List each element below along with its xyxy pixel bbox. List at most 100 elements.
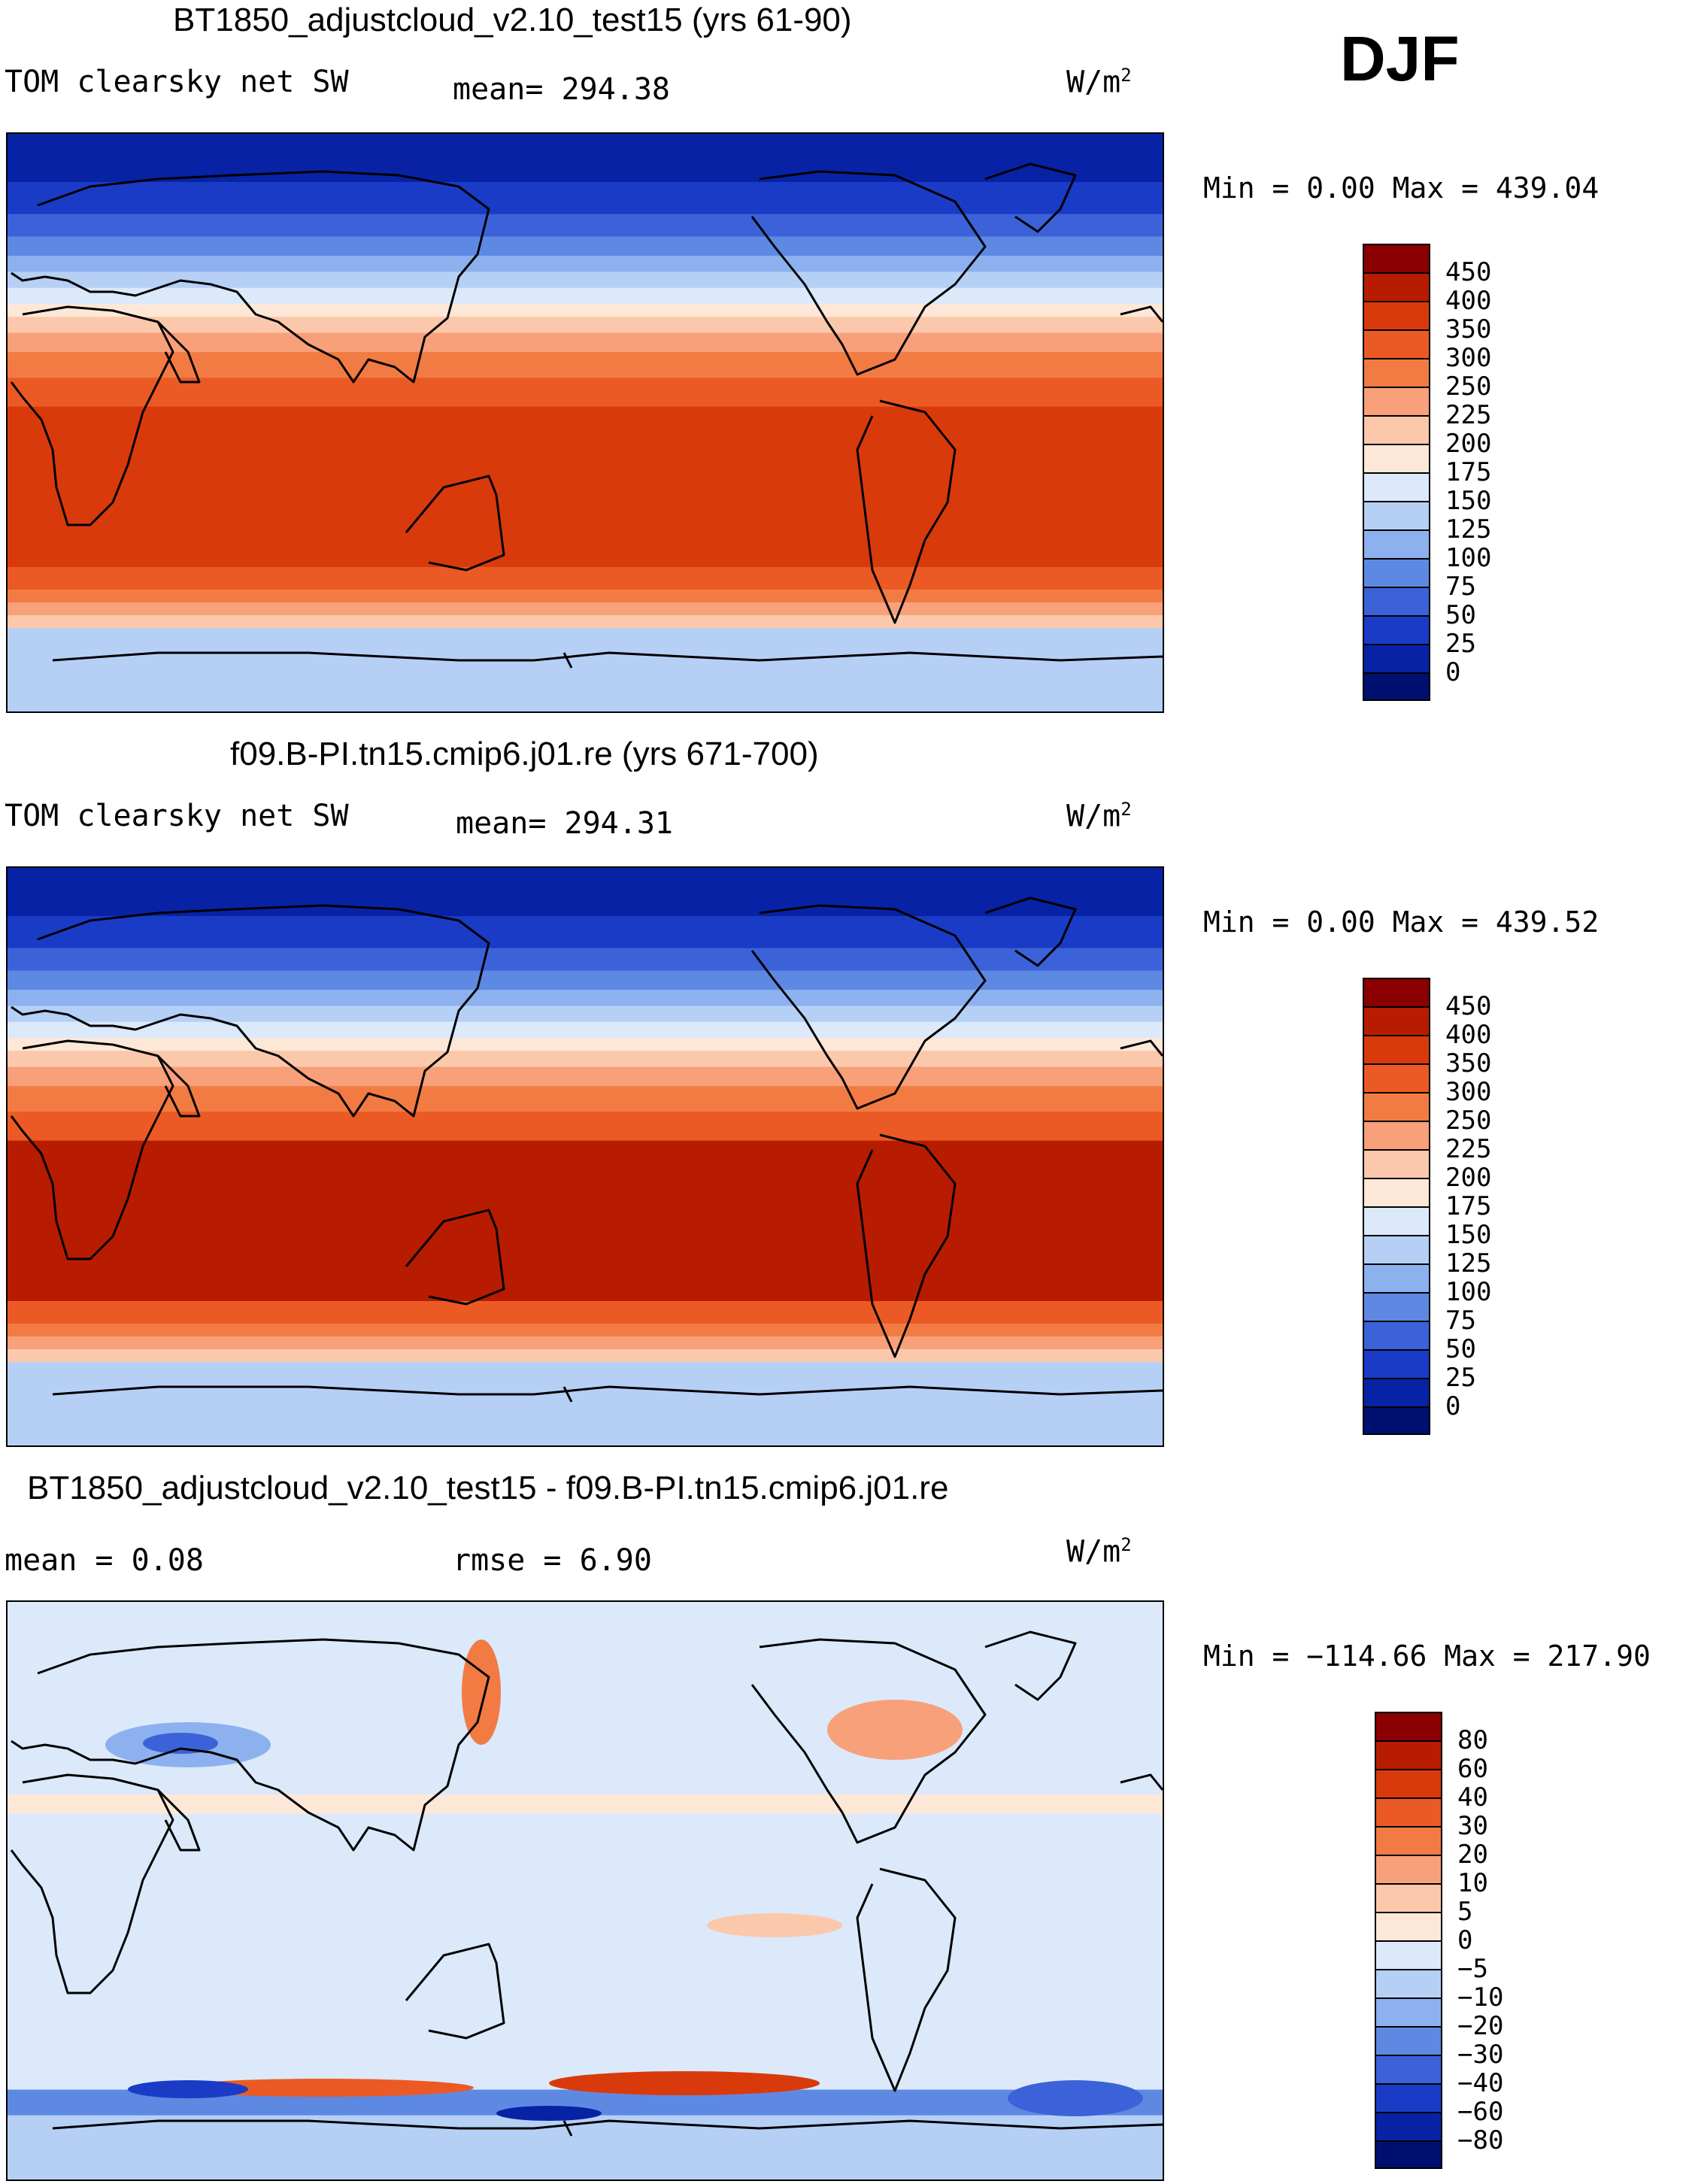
colorbar-label: 25 [1445,1363,1476,1393]
colorbar-label: 400 [1445,1020,1492,1050]
colorbar-swatch [1363,1292,1430,1321]
lat-band-7 [8,1038,1163,1051]
colorbar-label: 300 [1445,343,1492,373]
panel2-map-svg [8,868,1163,1445]
panel2-map [6,866,1164,1447]
lat-band-10 [8,1086,1163,1112]
lat-band-17 [8,1362,1163,1445]
season-label: DJF [1340,23,1460,94]
colorbar-label: 250 [1445,1106,1492,1136]
colorbar-label: 300 [1445,1077,1492,1107]
anomaly-eastasia-pos [462,1640,501,1745]
colorbar-swatch [1375,1740,1442,1769]
colorbar-frame [1363,978,1430,1435]
colorbar-label: 60 [1457,1754,1488,1784]
colorbar-swatch [1375,1940,1442,1969]
lat-band-2 [8,214,1163,238]
colorbar-swatch [1375,1883,1442,1912]
colorbar-label: 450 [1445,257,1492,287]
colorbar-swatch [1363,672,1430,701]
colorbar-label: 10 [1457,1868,1488,1898]
colorbar-swatch [1363,978,1430,1006]
colorbar-label: 225 [1445,400,1492,430]
panel1-minmax: Min = 0.00 Max = 439.04 [1203,171,1600,205]
panel3-map [6,1600,1164,2181]
lat-band-0 [8,134,1163,183]
panel3-rmse: rmse = 6.90 [453,1543,652,1578]
lat-band-14 [8,589,1163,603]
colorbar-label: 125 [1445,1248,1492,1279]
panel3-units-base: W/m [1066,1534,1121,1570]
colorbar-swatch [1375,2112,1442,2140]
colorbar-swatch [1363,1406,1430,1435]
colorbar-swatch [1363,358,1430,387]
panel2-units-exp: 2 [1120,799,1132,820]
anomaly-southern-pos2 [173,2079,474,2097]
panel2-units: W/m2 [1066,799,1132,833]
anomaly-southern-neg [128,2080,248,2098]
lat-band-16 [8,615,1163,629]
colorbar-swatch [1363,1206,1430,1235]
colorbar-label: −40 [1457,2068,1504,2098]
lat-band-10 [8,352,1163,378]
lat-band-5 [8,2115,1163,2179]
panel3-units: W/m2 [1066,1534,1132,1569]
colorbar-label: 150 [1445,1220,1492,1250]
colorbar-swatch [1363,329,1430,358]
panel3-units-exp: 2 [1120,1534,1132,1555]
colorbar-swatch [1363,1092,1430,1121]
anomaly-southern-neg3 [496,2106,602,2121]
lat-band-13 [8,567,1163,590]
colorbar-swatch [1375,1855,1442,1883]
colorbar-swatch [1363,1349,1430,1378]
panel1-units: W/m2 [1066,65,1132,99]
anomaly-southern-pos [549,2071,820,2095]
colorbar-label: 75 [1445,1306,1476,1336]
colorbar-label: 450 [1445,991,1492,1021]
colorbar-swatch [1363,244,1430,272]
lat-band-5 [8,1006,1163,1023]
colorbar-label: 0 [1457,1925,1473,1955]
colorbar-label: 30 [1457,1811,1488,1841]
panel1-map [6,132,1164,713]
colorbar-swatch [1375,1997,1442,2026]
colorbar-swatch [1363,444,1430,472]
panel1-units-base: W/m [1066,65,1121,100]
colorbar-frame [1375,1712,1442,2169]
colorbar-label: 400 [1445,286,1492,316]
colorbar-swatch [1375,1826,1442,1855]
colorbar-swatch [1363,301,1430,329]
lat-band-4 [8,990,1163,1006]
lat-band-14 [8,1323,1163,1337]
colorbar-label: 5 [1457,1897,1473,1927]
colorbar-swatch [1363,1178,1430,1206]
colorbar-label: 175 [1445,1191,1492,1221]
panel2-mean: mean= 294.31 [456,806,673,841]
colorbar-swatch [1363,1235,1430,1263]
anomaly-southern-neg2 [1008,2080,1143,2116]
colorbar-swatch [1363,615,1430,644]
colorbar-swatch [1363,587,1430,615]
lat-band-1 [8,916,1163,949]
lat-band-15 [8,602,1163,616]
colorbar-swatch [1375,2083,1442,2112]
panel3-anomaly-patches [105,1640,1143,2121]
colorbar-label: 100 [1445,543,1492,573]
colorbar-swatch [1375,1712,1442,1740]
panel2-units-base: W/m [1066,799,1121,834]
colorbar-swatch [1363,272,1430,301]
colorbar-label: 20 [1457,1840,1488,1870]
panel1-mean: mean= 294.38 [453,72,670,107]
colorbar-label: 350 [1445,1048,1492,1078]
panel3-map-svg [8,1602,1163,2179]
colorbar-frame [1363,244,1430,701]
colorbar-label: −10 [1457,1982,1504,2013]
colorbar-swatch [1363,1006,1430,1035]
lat-band-4 [8,256,1163,272]
colorbar-swatch [1375,1769,1442,1797]
colorbar-label: 25 [1445,629,1476,659]
colorbar-label: 225 [1445,1134,1492,1164]
anomaly-namerica-pos [827,1700,963,1760]
colorbar-swatch [1375,1912,1442,1940]
lat-band-8 [8,317,1163,334]
